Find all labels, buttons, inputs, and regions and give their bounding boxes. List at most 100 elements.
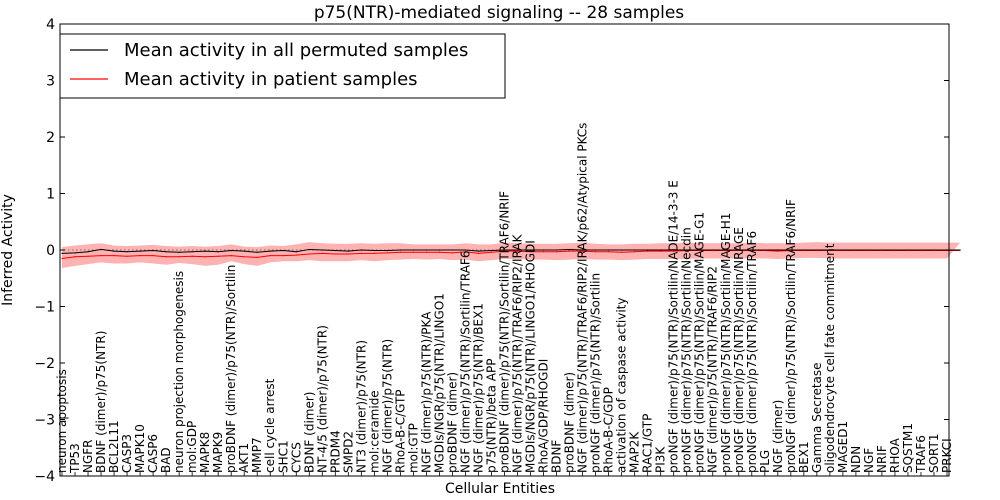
data-point-patient bbox=[74, 256, 76, 258]
data-point-permuted bbox=[61, 252, 63, 254]
y-axis-label: Inferred Activity bbox=[0, 194, 16, 306]
y-axis: −4 −3 −2 −1 0 1 2 3 4 bbox=[34, 17, 949, 485]
data-point-patient bbox=[308, 253, 310, 255]
x-tick-label: NGF (dimer)/p75(NTR)/Sortilin/TRAF6 bbox=[458, 251, 472, 473]
data-point-patient bbox=[855, 249, 857, 252]
data-point-permuted bbox=[152, 249, 154, 252]
data-point-patient bbox=[152, 255, 154, 257]
data-point-patient bbox=[295, 254, 297, 256]
data-point-patient bbox=[464, 251, 467, 253]
data-point-patient bbox=[269, 255, 271, 257]
plot-area bbox=[60, 242, 961, 269]
data-point-patient bbox=[764, 249, 766, 252]
x-tick-label: proNGF (dimer)/p75(NTR)/Sortilin/MAGE-H1 bbox=[719, 213, 733, 473]
data-point-patient bbox=[516, 250, 519, 252]
data-point-patient bbox=[751, 249, 753, 252]
x-tick-label: RhoA-B-C/GDP bbox=[602, 387, 616, 473]
data-point-permuted bbox=[373, 249, 375, 252]
x-tick-label: TRAF6 bbox=[914, 435, 928, 474]
chart-title: p75(NTR)-mediated signaling -- 28 sample… bbox=[314, 3, 684, 23]
x-tick-label: BAD bbox=[159, 447, 173, 473]
x-tick-label: BEX1 bbox=[797, 441, 811, 473]
data-point-patient bbox=[113, 255, 115, 257]
data-point-patient bbox=[803, 249, 805, 252]
x-tick-label: proBDNF (dimer)/p75(NTR)/Sortilin/TRAF6/… bbox=[498, 191, 512, 473]
data-point-patient bbox=[621, 251, 623, 253]
patient-confidence-band bbox=[62, 242, 961, 269]
data-point-patient bbox=[542, 251, 545, 253]
data-point-patient bbox=[438, 251, 441, 253]
x-tick-label: NGF (dimer)/p75(NTR) bbox=[380, 339, 394, 473]
data-point-permuted bbox=[360, 249, 362, 251]
x-tick-label: PLG bbox=[758, 450, 772, 473]
data-point-patient bbox=[595, 251, 597, 253]
data-point-permuted bbox=[74, 252, 76, 254]
x-tick-label: MGDIs/NGR/p75(NTR)/LINGO1/RHOGDI bbox=[524, 240, 538, 473]
data-point-patient bbox=[412, 251, 414, 253]
data-point-permuted bbox=[555, 249, 558, 251]
x-tick-label: proNGF (dimer)/p75(NTR)/Sortilin/TRAF6 bbox=[745, 231, 759, 473]
data-point-permuted bbox=[126, 251, 128, 253]
data-point-patient bbox=[894, 249, 896, 252]
legend: Mean activity in all permuted samples Me… bbox=[59, 33, 506, 99]
x-tick-label: BCL2L11 bbox=[107, 420, 121, 473]
data-point-permuted bbox=[595, 249, 597, 251]
data-point-permuted bbox=[100, 248, 102, 251]
data-point-patient bbox=[321, 252, 323, 254]
data-point-permuted bbox=[425, 249, 428, 251]
x-tick-label: NGF (dimer)/p75(NTR)/TRAF6/RIP2/IRAK bbox=[511, 233, 525, 473]
x-tick-label: proNGF (dimer)/p75(NTR)/Sortilin/NRAGE bbox=[732, 227, 746, 473]
x-tick-label: TP53 bbox=[68, 443, 82, 474]
x-tick-label: Gamma Secretase bbox=[810, 362, 824, 473]
x-tick-label: proBDNF (dimer) bbox=[563, 372, 577, 473]
data-point-permuted bbox=[165, 251, 167, 253]
data-point-permuted bbox=[516, 249, 519, 251]
x-tick-label: BDNF bbox=[550, 440, 564, 473]
data-point-patient bbox=[217, 255, 219, 257]
data-point-patient bbox=[477, 252, 480, 254]
data-point-patient bbox=[373, 252, 375, 254]
data-point-patient bbox=[581, 250, 584, 252]
data-point-permuted bbox=[256, 251, 258, 253]
x-tick-label: proNGF (dimer)/p75(NTR)/Sortilin/TRAF6/N… bbox=[784, 199, 798, 473]
data-point-permuted bbox=[386, 249, 388, 252]
data-point-permuted bbox=[269, 250, 271, 252]
data-point-permuted bbox=[608, 249, 610, 251]
y-tick-label: −2 bbox=[34, 356, 55, 372]
x-tick-label: neuron apoptosis bbox=[55, 369, 69, 473]
data-point-patient bbox=[738, 249, 740, 252]
data-point-patient bbox=[178, 256, 180, 258]
x-tick-label: NRIF bbox=[875, 445, 889, 473]
data-point-permuted bbox=[490, 249, 493, 252]
x-tick-label: MMP7 bbox=[250, 437, 264, 473]
data-point-patient bbox=[230, 255, 232, 257]
data-point-patient bbox=[256, 256, 258, 258]
data-point-permuted bbox=[230, 249, 232, 252]
x-tick-label: mol:GDP bbox=[185, 421, 199, 473]
data-point-patient bbox=[204, 256, 206, 258]
data-point-permuted bbox=[542, 249, 545, 251]
data-point-permuted bbox=[634, 249, 636, 251]
x-tick-label: RhoA-B-C/GTP bbox=[393, 389, 407, 473]
x-axis-label: Cellular Entities bbox=[445, 481, 555, 497]
data-point-patient bbox=[191, 255, 193, 257]
x-tick-label: NGF (dimer)/p75(NTR)/TRAF6/RIP2 bbox=[706, 266, 720, 473]
x-tick-label: MAPK8 bbox=[198, 432, 212, 473]
data-point-patient bbox=[712, 249, 714, 252]
data-point-patient bbox=[126, 255, 128, 257]
data-point-patient bbox=[282, 255, 284, 257]
x-tick-label: BDNF (dimer)/p75(NTR) bbox=[94, 331, 108, 473]
data-point-permuted bbox=[178, 251, 180, 253]
data-point-permuted bbox=[568, 248, 571, 251]
data-point-permuted bbox=[204, 250, 206, 252]
data-point-patient bbox=[920, 249, 922, 252]
legend-label-permuted: Mean activity in all permuted samples bbox=[124, 40, 468, 61]
data-point-patient bbox=[568, 250, 571, 252]
data-point-patient bbox=[61, 257, 63, 260]
x-tick-label: MAPK9 bbox=[211, 432, 225, 473]
y-tick-label: 4 bbox=[46, 17, 55, 33]
series-line-permuted bbox=[61, 248, 961, 254]
data-point-permuted bbox=[412, 249, 414, 251]
x-tick-label: mol:GTP bbox=[406, 423, 420, 473]
